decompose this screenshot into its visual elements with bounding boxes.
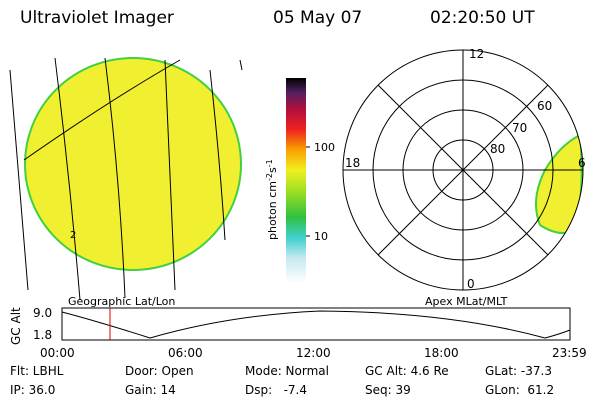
date: 05 May 07: [273, 8, 362, 28]
mlat-label: 80: [490, 142, 505, 156]
colorbar-tick-label: 10: [314, 230, 328, 243]
footer-field: Dsp: -7.4: [245, 383, 307, 397]
title: Ultraviolet Imager: [20, 8, 174, 28]
panel-label: Geographic Lat/Lon: [68, 295, 175, 308]
footer-field: Seq: 39: [365, 383, 411, 397]
footer-field: Gain: 14: [125, 383, 176, 397]
panel-label: Apex MLat/MLT: [425, 295, 508, 308]
footer-field: GLon: 61.2: [485, 383, 554, 397]
geo-grid: [9, 57, 243, 301]
polar-aurora: [535, 133, 583, 235]
orbit-curve: [61, 310, 571, 339]
time: 02:20:50 UT: [430, 8, 535, 28]
mlat-label: 70: [512, 121, 527, 135]
mlat-label: 60: [537, 99, 552, 113]
mlt-label: 12: [469, 47, 484, 61]
footer-field: GLat: -37.3: [485, 364, 552, 378]
earth-image: [24, 57, 242, 271]
orbit-xtick: 23:59: [552, 346, 587, 360]
orbit-frame: [61, 307, 571, 341]
geo-mark: 2: [70, 230, 76, 241]
colorbar: [286, 78, 306, 283]
polar-grid: [342, 49, 584, 291]
orbit-ytick: 9.0: [33, 306, 52, 320]
orbit-xtick: 18:00: [424, 346, 459, 360]
footer-field: Mode: Normal: [245, 364, 329, 378]
footer-field: IP: 36.0: [10, 383, 55, 397]
orbit-axis-label: GC Alt: [9, 307, 23, 345]
mlt-label: 6: [578, 156, 586, 170]
footer: Flt: LBHL Door: Open Mode: Normal GC Alt: 4…: [10, 364, 554, 397]
colorbar-label: photon cm-2s-1: [265, 159, 279, 240]
mlt-label: 0: [467, 277, 475, 291]
mlt-label: 18: [345, 156, 360, 170]
footer-field: GC Alt: 4.6 Re: [365, 364, 449, 378]
orbit-xtick: 12:00: [296, 346, 331, 360]
orbit-xtick: 00:00: [40, 346, 75, 360]
colorbar-tick-label: 100: [314, 141, 335, 154]
footer-field: Flt: LBHL: [10, 364, 64, 378]
footer-field: Door: Open: [125, 364, 194, 378]
orbit-xtick: 06:00: [168, 346, 203, 360]
orbit-ytick: 1.8: [33, 328, 52, 342]
